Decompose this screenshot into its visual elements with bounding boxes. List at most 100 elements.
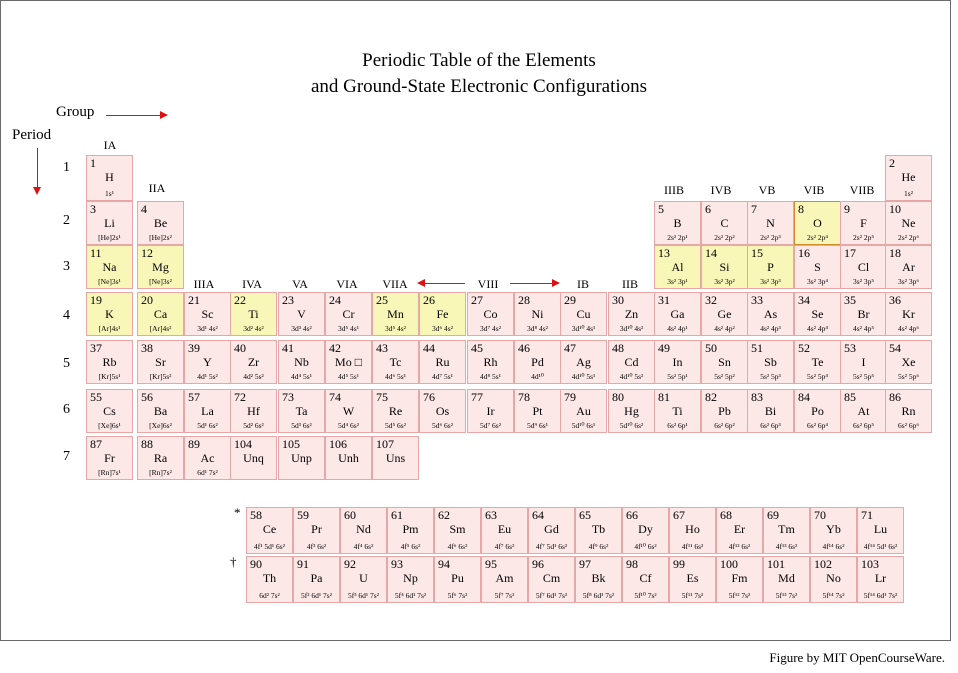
group-label-vb: VB <box>758 183 776 197</box>
atomic-number: 69 <box>767 508 779 522</box>
atomic-number: 8 <box>798 202 804 216</box>
group-arrowhead <box>160 111 168 119</box>
atomic-number: 82 <box>705 390 717 404</box>
electron-configuration: 4f¹² 6s² <box>728 542 751 551</box>
element-symbol: F <box>860 216 867 230</box>
element-cell-h: 1 H 1s¹ <box>86 155 133 201</box>
element-symbol: Sc <box>201 307 214 321</box>
element-cell-tc: 43 Tc 4d⁶ 5s¹ <box>372 340 419 384</box>
element-symbol: Li <box>104 216 115 230</box>
element-cell-co: 27 Co 3d⁷ 4s² <box>467 292 514 336</box>
electron-configuration: [He]2s¹ <box>98 233 121 242</box>
element-symbol: Si <box>719 260 730 274</box>
electron-configuration: 5d⁴ 6s² <box>338 421 359 430</box>
element-symbol: Fe <box>436 307 449 321</box>
element-cell-as: 33 As 4s² 4p³ <box>747 292 794 336</box>
electron-configuration: 4f⁵ 6s² <box>400 542 421 551</box>
atomic-number: 35 <box>844 293 856 307</box>
element-symbol: Cu <box>576 307 591 321</box>
element-symbol: Pr <box>311 522 322 536</box>
element-cell-hg: 80 Hg 5d¹⁰ 6s² <box>608 389 655 433</box>
electron-configuration: 3s² 3p⁶ <box>898 277 919 286</box>
figure-frame <box>0 0 951 641</box>
element-symbol: Pd <box>531 355 544 369</box>
element-cell-se: 34 Se 4s² 4p⁴ <box>794 292 841 336</box>
element-symbol: Cf <box>639 571 652 585</box>
electron-configuration: 4s² 4p⁴ <box>807 324 828 333</box>
element-symbol: Er <box>733 522 746 536</box>
element-cell-lr: 103 Lr 5f¹⁴ 6d¹ 7s² <box>857 556 904 603</box>
element-cell-cs: 55 Cs [Xe]6s¹ <box>86 389 133 433</box>
atomic-number: 16 <box>798 246 810 260</box>
group-label-ivb: IVB <box>710 183 732 197</box>
electron-configuration: 6d¹ 7s² <box>197 468 218 477</box>
atomic-number: 29 <box>564 293 576 307</box>
element-symbol: Al <box>671 260 684 274</box>
atomic-number: 88 <box>141 437 153 451</box>
atomic-number: 78 <box>518 390 530 404</box>
element-cell-unp: 105 Unp <box>278 436 325 480</box>
element-symbol: V <box>297 307 306 321</box>
atomic-number: 79 <box>564 390 576 404</box>
atomic-number: 14 <box>705 246 717 260</box>
atomic-number: 100 <box>720 557 738 571</box>
element-symbol: Tb <box>591 522 606 536</box>
atomic-number: 31 <box>658 293 670 307</box>
electron-configuration: 3d¹⁰ 4s² <box>619 324 644 333</box>
element-cell-ga: 31 Ga 4s² 4p¹ <box>654 292 701 336</box>
element-cell-tm: 69 Tm 4f¹³ 6s² <box>763 507 810 554</box>
element-cell-fe: 26 Fe 3d⁶ 4s² <box>419 292 466 336</box>
atomic-number: 104 <box>234 437 252 451</box>
electron-configuration: 2s² 2p⁴ <box>807 233 828 242</box>
atomic-number: 7 <box>751 202 757 216</box>
actinide-row-marker: † <box>230 554 237 569</box>
electron-configuration: 5f¹⁴ 7s² <box>822 591 845 600</box>
electron-configuration: 4f¹ 5d¹ 6s² <box>254 542 285 551</box>
period-number-6: 6 <box>63 402 70 417</box>
element-symbol: Ba <box>153 404 168 418</box>
element-symbol: N <box>766 216 775 230</box>
electron-configuration: 5f⁶ 7s² <box>447 591 468 600</box>
atomic-number: 95 <box>485 557 497 571</box>
atomic-number: 66 <box>626 508 638 522</box>
electron-configuration: 6s² 6p⁶ <box>898 421 919 430</box>
element-cell-i: 53 I 5s² 5p⁵ <box>840 340 887 384</box>
electron-configuration: 2s² 2p⁵ <box>853 233 874 242</box>
atomic-number: 93 <box>391 557 403 571</box>
element-cell-s: 16 S 3s² 3p⁴ <box>794 245 841 289</box>
element-cell-er: 68 Er 4f¹² 6s² <box>716 507 763 554</box>
element-cell-gd: 64 Gd 4f⁷ 5d¹ 6s² <box>528 507 575 554</box>
element-symbol: Bi <box>764 404 777 418</box>
element-symbol: Sb <box>764 355 777 369</box>
element-cell-li: 3 Li [He]2s¹ <box>86 201 133 245</box>
electron-configuration: 5s² 5p³ <box>760 372 781 381</box>
atomic-number: 58 <box>250 508 262 522</box>
element-cell-br: 35 Br 4s² 4p⁵ <box>840 292 887 336</box>
element-symbol: Unp <box>291 451 312 465</box>
element-cell-po: 84 Po 6s² 6p⁴ <box>794 389 841 433</box>
electron-configuration: 3d² 4s² <box>243 324 264 333</box>
atomic-number: 85 <box>844 390 856 404</box>
element-cell-ra: 88 Ra [Rn]7s² <box>137 436 184 480</box>
element-symbol: Dy <box>638 522 653 536</box>
element-cell-v: 23 V 3d³ 4s² <box>278 292 325 336</box>
element-cell-pa: 91 Pa 5f² 6d¹ 7s² <box>293 556 340 603</box>
electron-configuration: 5f⁸ 6d¹ 7s² <box>582 591 615 600</box>
element-symbol: Mo □ <box>335 355 362 369</box>
element-cell-ti: 81 Ti 6s² 6p¹ <box>654 389 701 433</box>
electron-configuration: 4f⁴ 6s² <box>353 542 374 551</box>
atomic-number: 89 <box>188 437 200 451</box>
element-cell-yb: 70 Yb 4f¹⁴ 6s² <box>810 507 857 554</box>
element-cell-cr: 24 Cr 3d⁵ 4s¹ <box>325 292 372 336</box>
element-symbol: Ac <box>200 451 215 465</box>
electron-configuration: 3s² 3p³ <box>760 277 781 286</box>
element-symbol: Lu <box>873 522 888 536</box>
electron-configuration: [Xe]6s¹ <box>98 421 121 430</box>
atomic-number: 28 <box>518 293 530 307</box>
electron-configuration: [Xe]6s² <box>149 421 172 430</box>
element-symbol: Mg <box>152 260 169 274</box>
atomic-number: 106 <box>329 437 347 451</box>
period-number-5: 5 <box>63 356 70 371</box>
electron-configuration: 6s² 6p⁵ <box>853 421 874 430</box>
electron-configuration: 4f¹⁴ 6s² <box>822 542 845 551</box>
